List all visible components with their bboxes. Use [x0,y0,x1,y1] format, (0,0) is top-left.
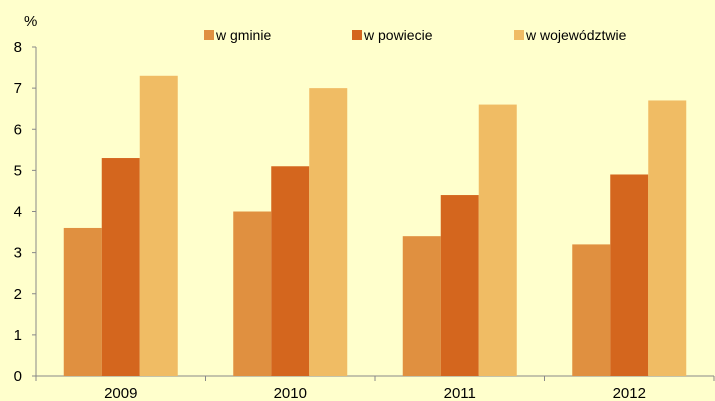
bar-2009-1 [101,158,140,376]
legend-item: w powiecie [352,27,433,43]
bar-2012-2 [648,100,687,377]
bar-2010-2 [309,88,348,376]
y-tick-label: 3 [14,245,22,262]
bars [63,75,687,377]
y-tick-label: 6 [14,121,22,138]
y-tick-label: 0 [14,368,22,385]
legend-item: w gminie [204,27,271,43]
bar-2011-2 [478,104,517,376]
legend-label: w gminie [215,27,271,43]
bar-2010-1 [271,166,310,376]
legend-swatch [514,30,524,40]
x-tick-label: 2009 [104,385,137,401]
legend-label: w powiecie [363,27,433,43]
x-tick-label: 2012 [613,385,646,401]
bar-2011-1 [440,195,479,376]
legend-swatch [352,30,362,40]
bar-2010-0 [233,211,272,376]
bar-2012-0 [572,244,611,376]
y-tick-label: 7 [14,80,22,97]
y-tick-label: 5 [14,162,22,179]
legend: w gminie w powiecie w województwie [204,27,627,43]
bar-2011-0 [402,236,441,376]
x-tick-label: 2010 [274,385,307,401]
y-unit-label: % [24,13,37,30]
y-tick-label: 2 [14,286,22,303]
y-tick-label: 4 [14,204,22,221]
bar-2009-0 [63,227,102,376]
y-tick-label: 1 [14,327,22,344]
bar-2009-2 [139,75,178,376]
legend-item: w województwie [514,27,627,43]
legend-label: w województwie [525,27,627,43]
bar-2012-1 [610,174,649,376]
legend-swatch [204,30,214,40]
x-tick-label: 2011 [444,385,476,401]
y-tick-label: 8 [14,39,22,56]
